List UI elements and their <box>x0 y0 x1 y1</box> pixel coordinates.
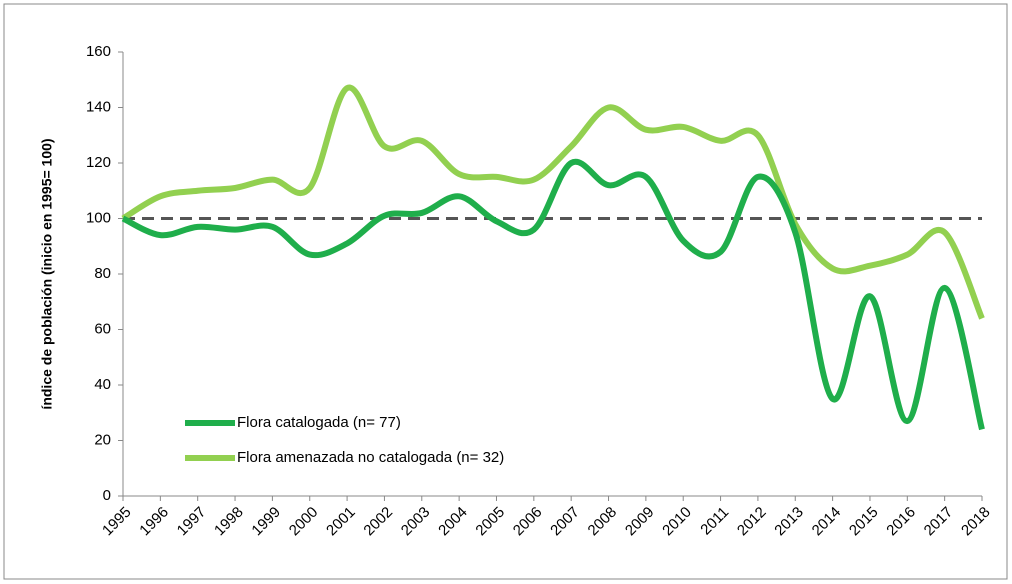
y-tick-label: 140 <box>86 98 111 115</box>
y-tick-label: 160 <box>86 43 111 60</box>
y-tick-label: 20 <box>94 431 111 448</box>
y-tick-label: 100 <box>86 209 111 226</box>
legend-label: Flora amenazada no catalogada (n= 32) <box>237 449 504 466</box>
y-tick-label: 120 <box>86 154 111 171</box>
series-line <box>121 84 985 320</box>
y-tick-label: 0 <box>103 487 111 504</box>
y-tick-label: 80 <box>94 265 111 282</box>
series-line <box>121 158 985 431</box>
y-tick-label: 40 <box>94 376 111 393</box>
chart-border <box>3 3 1008 580</box>
y-axis-title: índice de población (inicio en 1995= 100… <box>39 138 55 409</box>
legend-label: Flora catalogada (n= 77) <box>237 414 401 431</box>
y-tick-label: 60 <box>94 320 111 337</box>
